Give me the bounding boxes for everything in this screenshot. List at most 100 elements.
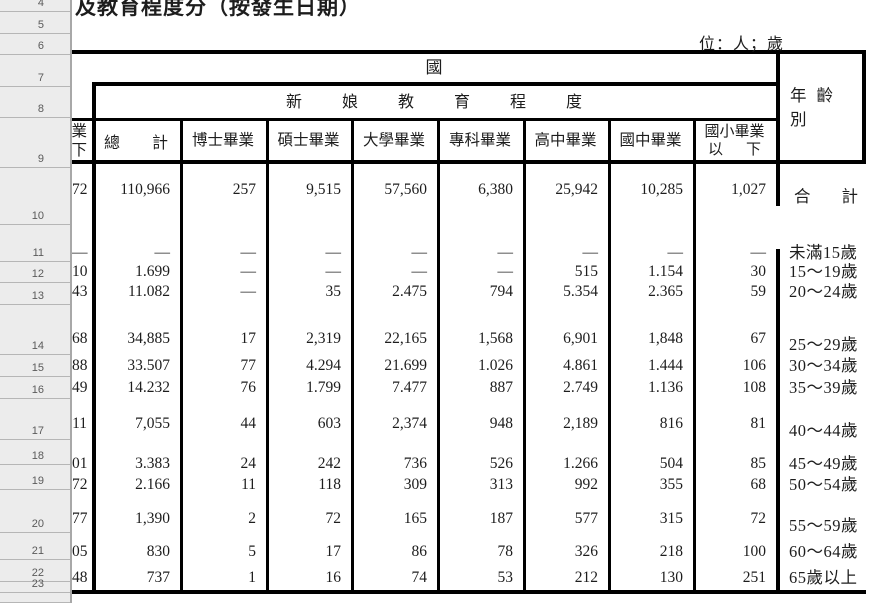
data-cell[interactable]: 816 [659,415,683,432]
data-cell[interactable]: — [154,244,171,261]
data-cell[interactable]: 77 [240,357,257,374]
data-cell[interactable]: 2,189 [563,415,598,432]
data-cell[interactable]: — [411,263,428,280]
data-cell[interactable]: 2.475 [392,283,427,300]
data-cell[interactable]: 212 [574,569,598,586]
data-cell[interactable]: 10,285 [640,181,683,198]
data-cell[interactable]: 1,390 [135,510,170,527]
data-cell[interactable]: 57,560 [384,181,427,198]
data-cell[interactable]: 9,515 [306,181,341,198]
data-cell[interactable]: 30 [750,263,767,280]
data-cell[interactable]: — [240,283,257,300]
data-cell[interactable]: 33.507 [127,357,170,374]
data-cell[interactable]: 257 [232,181,256,198]
data-cell[interactable]: 22,165 [384,330,427,347]
gutter-row-number[interactable]: 20 [0,490,70,533]
data-cell[interactable]: 526 [489,455,513,472]
data-cell[interactable]: 1,027 [731,181,766,198]
data-cell[interactable]: 603 [317,415,341,432]
age-label[interactable]: 50～54歲 [789,475,858,494]
data-cell[interactable]: 218 [659,543,683,560]
age-label[interactable]: 15～19歲 [789,262,858,281]
data-cell[interactable]: 17 [240,330,257,347]
data-cell[interactable]: 2.749 [563,379,598,396]
age-label[interactable]: 25～29歲 [789,335,858,354]
data-cell[interactable]: 44 [240,415,257,432]
age-label[interactable]: 40～44歲 [789,421,858,440]
data-cell[interactable]: 5 [248,543,256,560]
clipped-cell[interactable]: 72 [72,181,88,198]
gutter-row-number[interactable]: 16 [0,377,70,399]
clipped-cell[interactable]: 48 [72,569,88,586]
data-cell[interactable]: 1.799 [306,379,341,396]
data-cell[interactable]: 242 [317,455,341,472]
data-cell[interactable]: 72 [325,510,342,527]
data-cell[interactable]: 3.383 [135,455,170,472]
clipped-cell[interactable]: 43 [72,283,88,300]
data-cell[interactable]: 326 [574,543,598,560]
gutter-row-number[interactable]: 10 [0,168,70,225]
data-cell[interactable]: — [325,263,342,280]
data-cell[interactable]: — [750,244,767,261]
gutter-row-number[interactable]: 13 [0,283,70,305]
col-header-elementary-below[interactable]: 國小畢業 以 下 [693,121,776,159]
data-cell[interactable]: 315 [659,510,683,527]
clipped-cell[interactable]: 88 [72,357,88,374]
data-cell[interactable]: 4.294 [306,357,341,374]
data-cell[interactable]: 6,901 [563,330,598,347]
data-cell[interactable]: 7.477 [392,379,427,396]
data-cell[interactable]: 736 [403,455,427,472]
gutter-row-number[interactable]: 12 [0,262,70,283]
clipped-column-header[interactable]: 業 下 [60,123,87,160]
data-cell[interactable]: — [240,244,257,261]
data-cell[interactable]: 59 [750,283,767,300]
data-cell[interactable]: 85 [750,455,767,472]
data-cell[interactable]: 2.365 [648,283,683,300]
data-cell[interactable]: 794 [489,283,513,300]
data-cell[interactable]: 1.154 [648,263,683,280]
col-header-1[interactable]: 碩士畢業 [277,132,340,149]
data-cell[interactable]: 72 [750,510,767,527]
data-cell[interactable]: 1.699 [135,263,170,280]
clipped-cell[interactable]: 49 [72,379,88,396]
data-cell[interactable]: 74 [411,569,428,586]
age-label[interactable]: 未滿15歲 [789,243,858,262]
data-cell[interactable]: 16 [325,569,342,586]
unit-note[interactable]: 位：人；歲 [699,36,785,53]
data-cell[interactable]: 68 [750,476,767,493]
data-cell[interactable]: 6,380 [478,181,513,198]
data-cell[interactable]: 110,966 [120,181,170,198]
data-cell[interactable]: 251 [742,569,766,586]
data-cell[interactable]: 737 [146,569,170,586]
bride-education-header[interactable]: 新娘教育程度 [285,94,622,111]
data-cell[interactable]: 830 [146,543,170,560]
sheet-title[interactable]: 及教育程度分（按發生日期） [75,0,361,19]
gutter-row-number[interactable]: 4 [0,0,70,12]
data-cell[interactable]: 86 [411,543,428,560]
data-cell[interactable]: 17 [325,543,342,560]
clipped-cell[interactable]: 01 [72,455,88,472]
data-cell[interactable]: 100 [742,543,766,560]
gutter-row-number[interactable]: 7 [0,55,70,87]
age-label[interactable]: 45～49歲 [789,454,858,473]
data-cell[interactable]: 2,319 [306,330,341,347]
data-cell[interactable]: 130 [659,569,683,586]
data-cell[interactable]: 165 [403,510,427,527]
gutter-row-number[interactable]: 9 [0,118,70,168]
col-header-5[interactable]: 國中畢業 [619,132,682,149]
data-cell[interactable]: 1,568 [478,330,513,347]
data-cell[interactable]: — [240,263,257,280]
data-cell[interactable]: 76 [240,379,257,396]
gutter-row-number[interactable]: 21 [0,533,70,560]
gutter-row-number[interactable]: 8 [0,87,70,118]
gutter-row-number[interactable]: 23 [0,578,70,593]
data-cell[interactable]: 11.082 [127,283,170,300]
clipped-cell[interactable]: 11 [72,415,87,432]
data-cell[interactable]: 25,942 [555,181,598,198]
gutter-row-number[interactable] [0,593,70,603]
data-cell[interactable]: 81 [750,415,767,432]
data-cell[interactable]: 992 [574,476,598,493]
gutter-row-number[interactable]: 19 [0,465,70,490]
data-cell[interactable]: — [411,244,428,261]
gutter-row-number[interactable]: 5 [0,12,70,34]
